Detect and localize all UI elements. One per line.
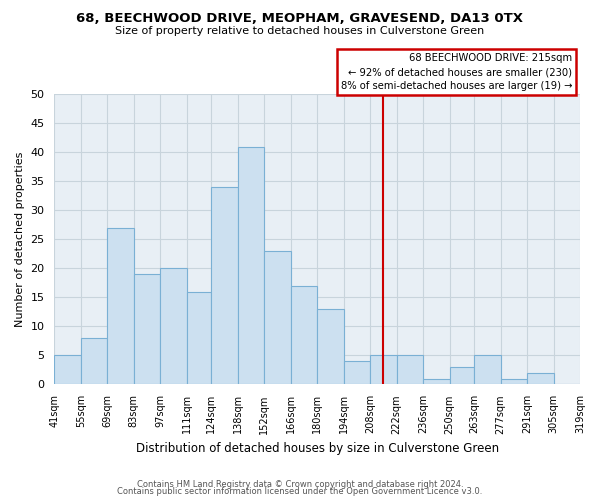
Text: 68, BEECHWOOD DRIVE, MEOPHAM, GRAVESEND, DA13 0TX: 68, BEECHWOOD DRIVE, MEOPHAM, GRAVESEND,… bbox=[77, 12, 523, 26]
Bar bbox=[449, 367, 474, 384]
Text: Size of property relative to detached houses in Culverstone Green: Size of property relative to detached ho… bbox=[115, 26, 485, 36]
Bar bbox=[291, 286, 317, 384]
Y-axis label: Number of detached properties: Number of detached properties bbox=[15, 152, 25, 327]
Bar bbox=[160, 268, 187, 384]
Bar bbox=[317, 309, 344, 384]
Bar bbox=[474, 356, 500, 384]
Bar bbox=[527, 373, 554, 384]
Bar bbox=[55, 356, 81, 384]
Text: 68 BEECHWOOD DRIVE: 215sqm
← 92% of detached houses are smaller (230)
8% of semi: 68 BEECHWOOD DRIVE: 215sqm ← 92% of deta… bbox=[341, 54, 572, 92]
Bar bbox=[107, 228, 134, 384]
Bar bbox=[264, 251, 291, 384]
Text: Contains public sector information licensed under the Open Government Licence v3: Contains public sector information licen… bbox=[118, 487, 482, 496]
Bar bbox=[344, 361, 370, 384]
Bar bbox=[500, 378, 527, 384]
Bar bbox=[397, 356, 423, 384]
Bar bbox=[81, 338, 107, 384]
Bar bbox=[238, 146, 264, 384]
Bar bbox=[187, 292, 211, 384]
Bar bbox=[134, 274, 160, 384]
Bar bbox=[211, 187, 238, 384]
Bar bbox=[370, 356, 397, 384]
Bar bbox=[423, 378, 449, 384]
Text: Contains HM Land Registry data © Crown copyright and database right 2024.: Contains HM Land Registry data © Crown c… bbox=[137, 480, 463, 489]
X-axis label: Distribution of detached houses by size in Culverstone Green: Distribution of detached houses by size … bbox=[136, 442, 499, 455]
